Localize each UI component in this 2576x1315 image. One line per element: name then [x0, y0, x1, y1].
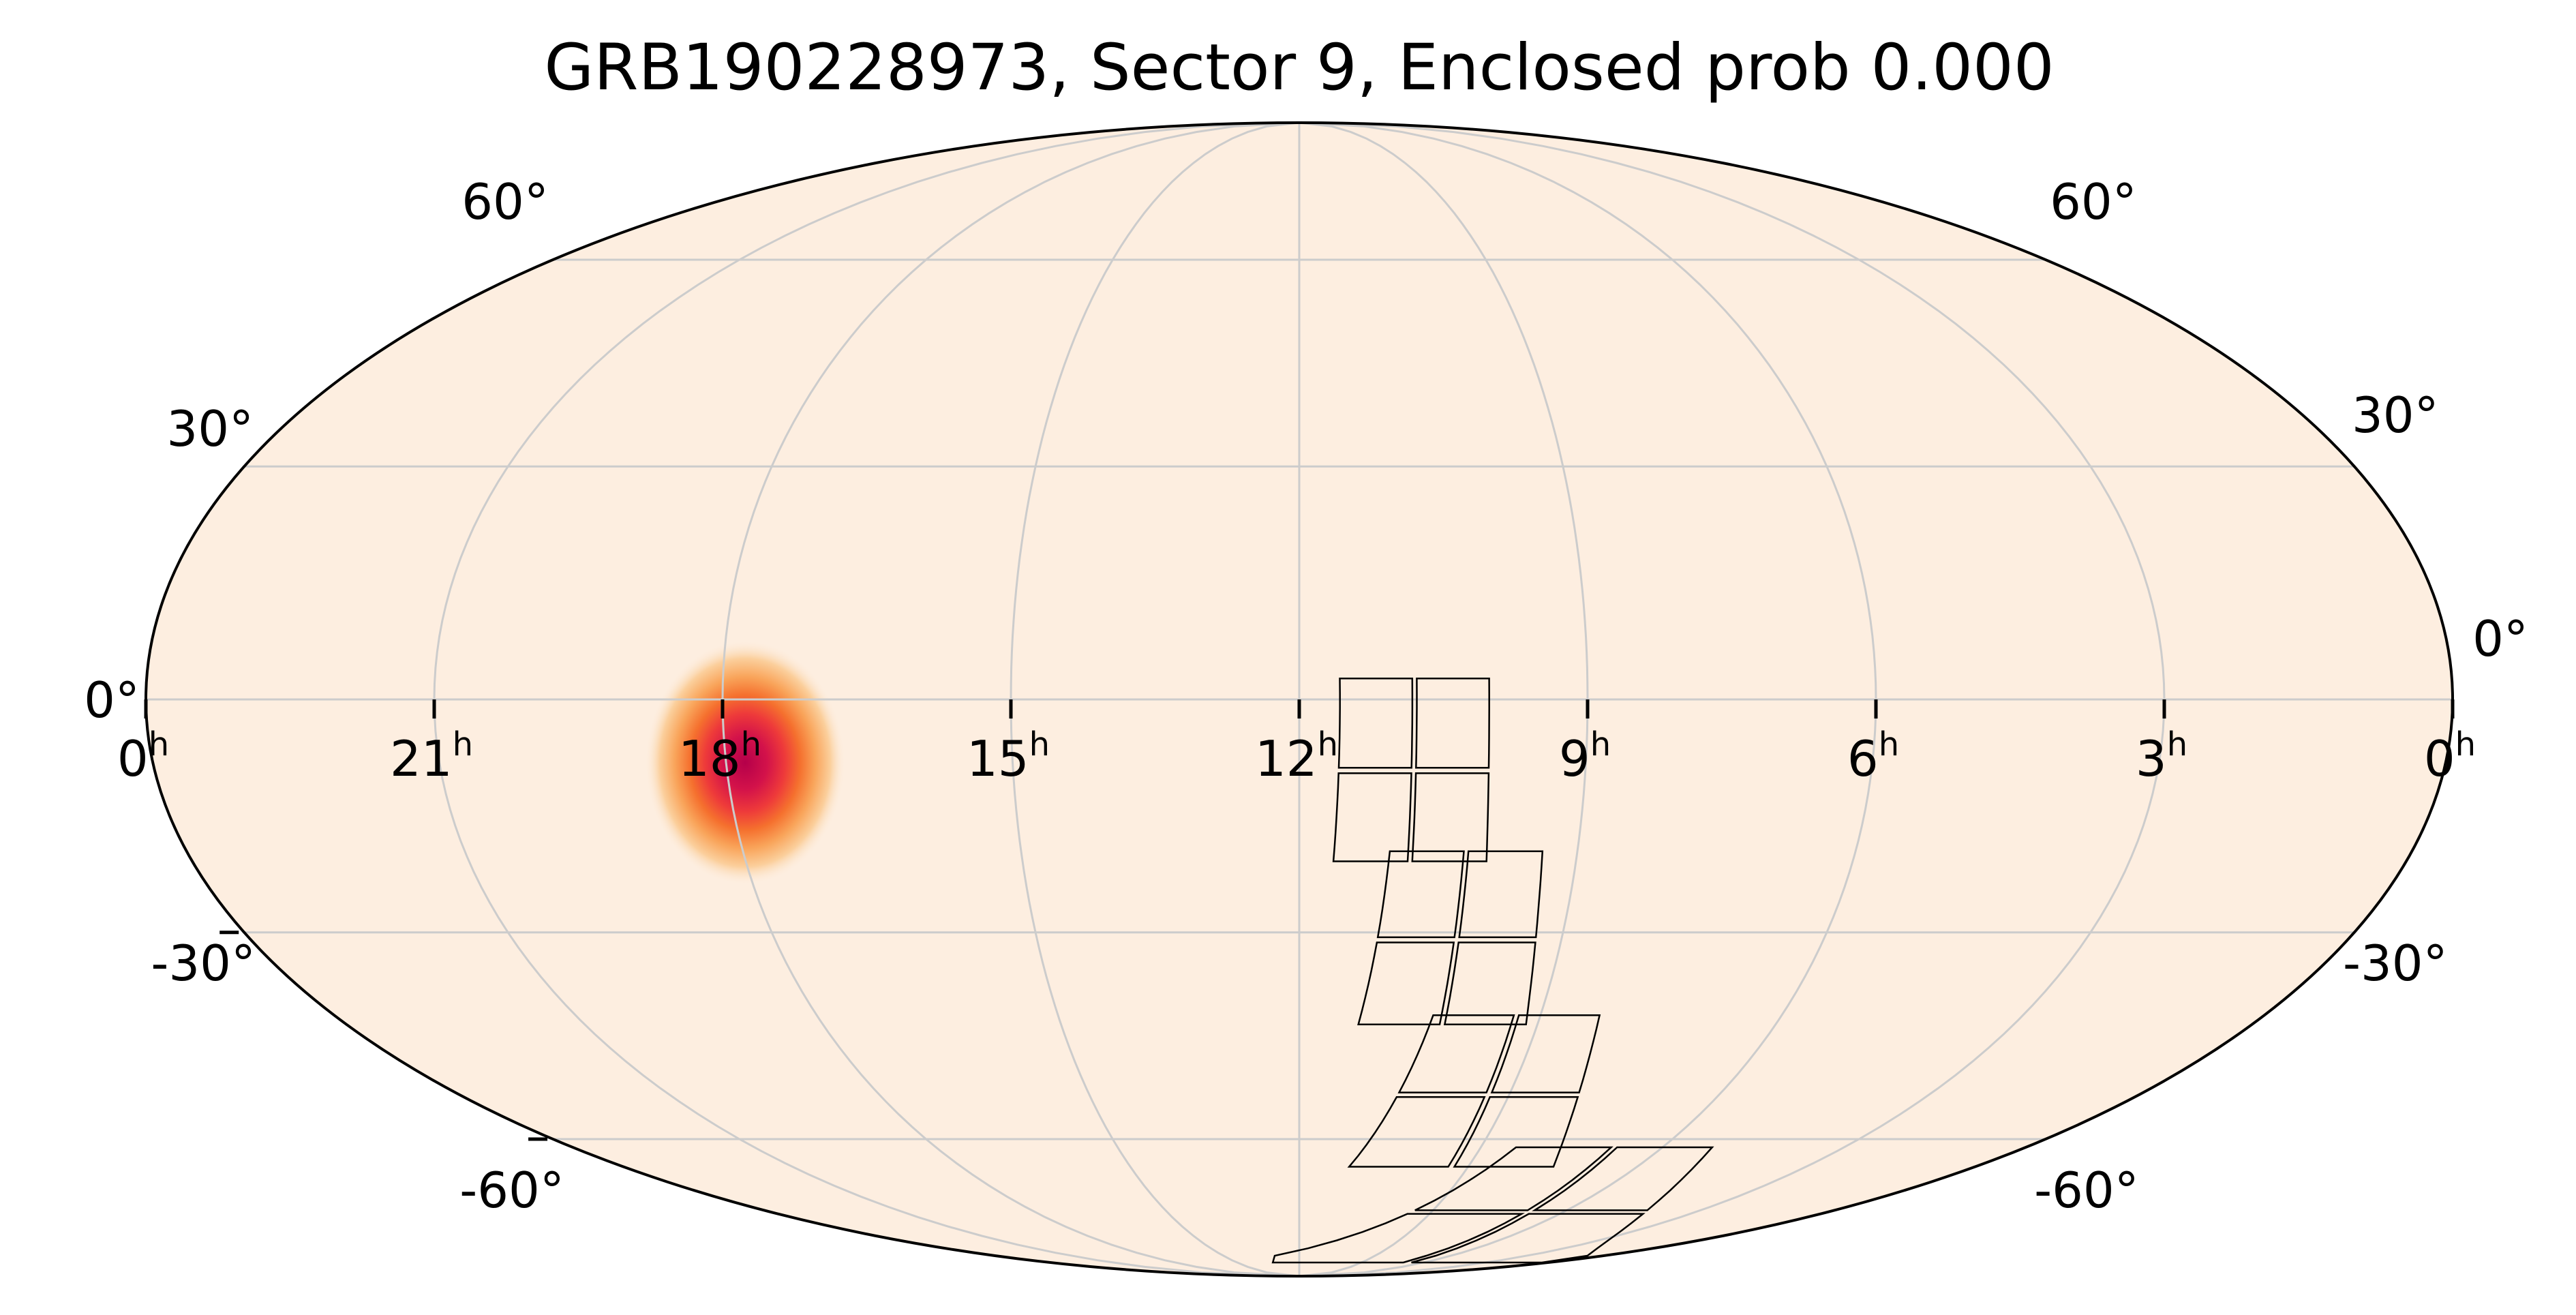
- dec-tick-label-left: 30°: [166, 400, 254, 457]
- chart-title: GRB190228973, Sector 9, Enclosed prob 0.…: [544, 31, 2054, 105]
- ccd-outline: [1415, 678, 1490, 769]
- ra-tick-label: 12h: [1255, 725, 1338, 787]
- ra-tick-label: 21h: [390, 725, 473, 787]
- dec-tick-label-right: -60°: [2034, 1162, 2139, 1219]
- probability-heatmap: [644, 639, 846, 886]
- ccd-outline: [1443, 941, 1536, 1026]
- dec-tick-label-right: 60°: [2050, 173, 2137, 230]
- ccd-outline: [1453, 1096, 1579, 1168]
- ccd-outline: [1357, 941, 1455, 1026]
- ra-tick-labels: 0h 21h 18h 15h 12h 9h 6h 3h 0h: [117, 725, 2476, 787]
- dec-tick-label-left: 0°: [84, 671, 140, 729]
- probability-peak: [644, 639, 846, 886]
- ccd-outline: [1411, 772, 1490, 862]
- ra-tick-label: 3h: [2136, 725, 2187, 787]
- sector-footprint: [1271, 678, 1714, 1264]
- ra-tick-label: 0h: [2424, 725, 2476, 787]
- dec-tick-label-right: -30°: [2343, 935, 2448, 992]
- ccd-outline: [1414, 1146, 1613, 1211]
- dec-tick-label-right: 30°: [2352, 387, 2439, 444]
- dec-tick-label-left: 60°: [461, 173, 549, 230]
- ra-tick-label: 0h: [117, 725, 169, 787]
- ccd-outline: [1458, 850, 1544, 939]
- ccd-outline: [1271, 1213, 1526, 1264]
- ccd-outline: [1532, 1146, 1714, 1211]
- dec-tick-label-left: -30°: [151, 935, 256, 992]
- ccd-outline: [1490, 1014, 1601, 1093]
- ccd-outline: [1337, 678, 1414, 769]
- dec-tick-label-left: -60°: [459, 1162, 564, 1219]
- dec-tick-labels: 60° 60° 30° 30° 0° 0° -30° -30° -60° -60°: [84, 173, 2528, 1219]
- ccd-outline: [1332, 772, 1412, 862]
- ra-tick-label: 6h: [1847, 725, 1899, 787]
- ccd-outline: [1347, 1096, 1486, 1168]
- axis-ticks: [144, 699, 2455, 1141]
- dec-tick-label-right: 0°: [2472, 610, 2528, 667]
- ccd-outline: [1376, 850, 1465, 939]
- ra-tick-label: 18h: [678, 725, 761, 787]
- ccd-outline: [1411, 1213, 1646, 1264]
- ra-tick-label: 15h: [967, 725, 1050, 787]
- ra-tick-label: 9h: [1559, 725, 1611, 787]
- ccd-outline: [1397, 1014, 1515, 1093]
